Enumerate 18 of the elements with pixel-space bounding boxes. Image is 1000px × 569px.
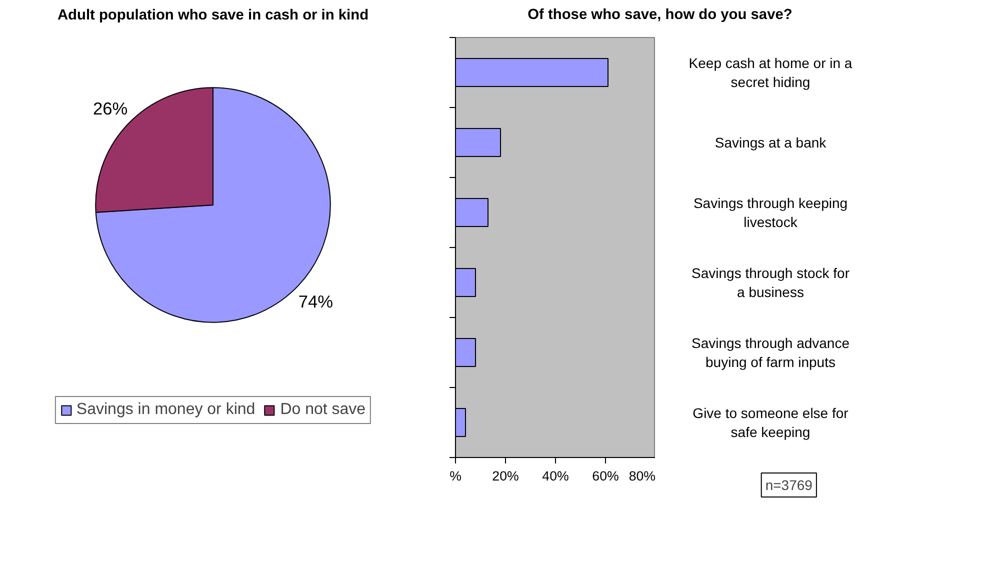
data-label: 74% — [298, 292, 334, 312]
y-tick-label: Savings through stock for a business — [692, 264, 850, 300]
x-tick-label: 60% — [592, 468, 619, 484]
legend-label: Savings in money or kind — [76, 401, 256, 419]
legend-label: Do not save — [280, 401, 366, 419]
chart-title: Adult population who save in cash or in kind — [57, 8, 369, 24]
chart-title: Of those who save, how do you save? — [528, 6, 792, 25]
x-tick-label: 40% — [542, 468, 569, 484]
y-tick-label: Give to someone else for safe keeping — [692, 404, 849, 440]
y-tick-label: Savings through keeping livestock — [693, 194, 848, 230]
y-tick-label: Savings through advance buying of farm inputs — [692, 334, 850, 370]
text: n=3769 — [765, 477, 813, 493]
data-label: 26% — [92, 98, 128, 118]
y-tick-label: Keep cash at home or in a secret hiding — [688, 54, 852, 90]
x-tick-label: 80% — [628, 468, 656, 484]
x-tick-label: 20% — [492, 468, 519, 484]
y-tick-label: Savings at a bank — [714, 134, 828, 150]
x-tick-label: % — [450, 468, 462, 484]
